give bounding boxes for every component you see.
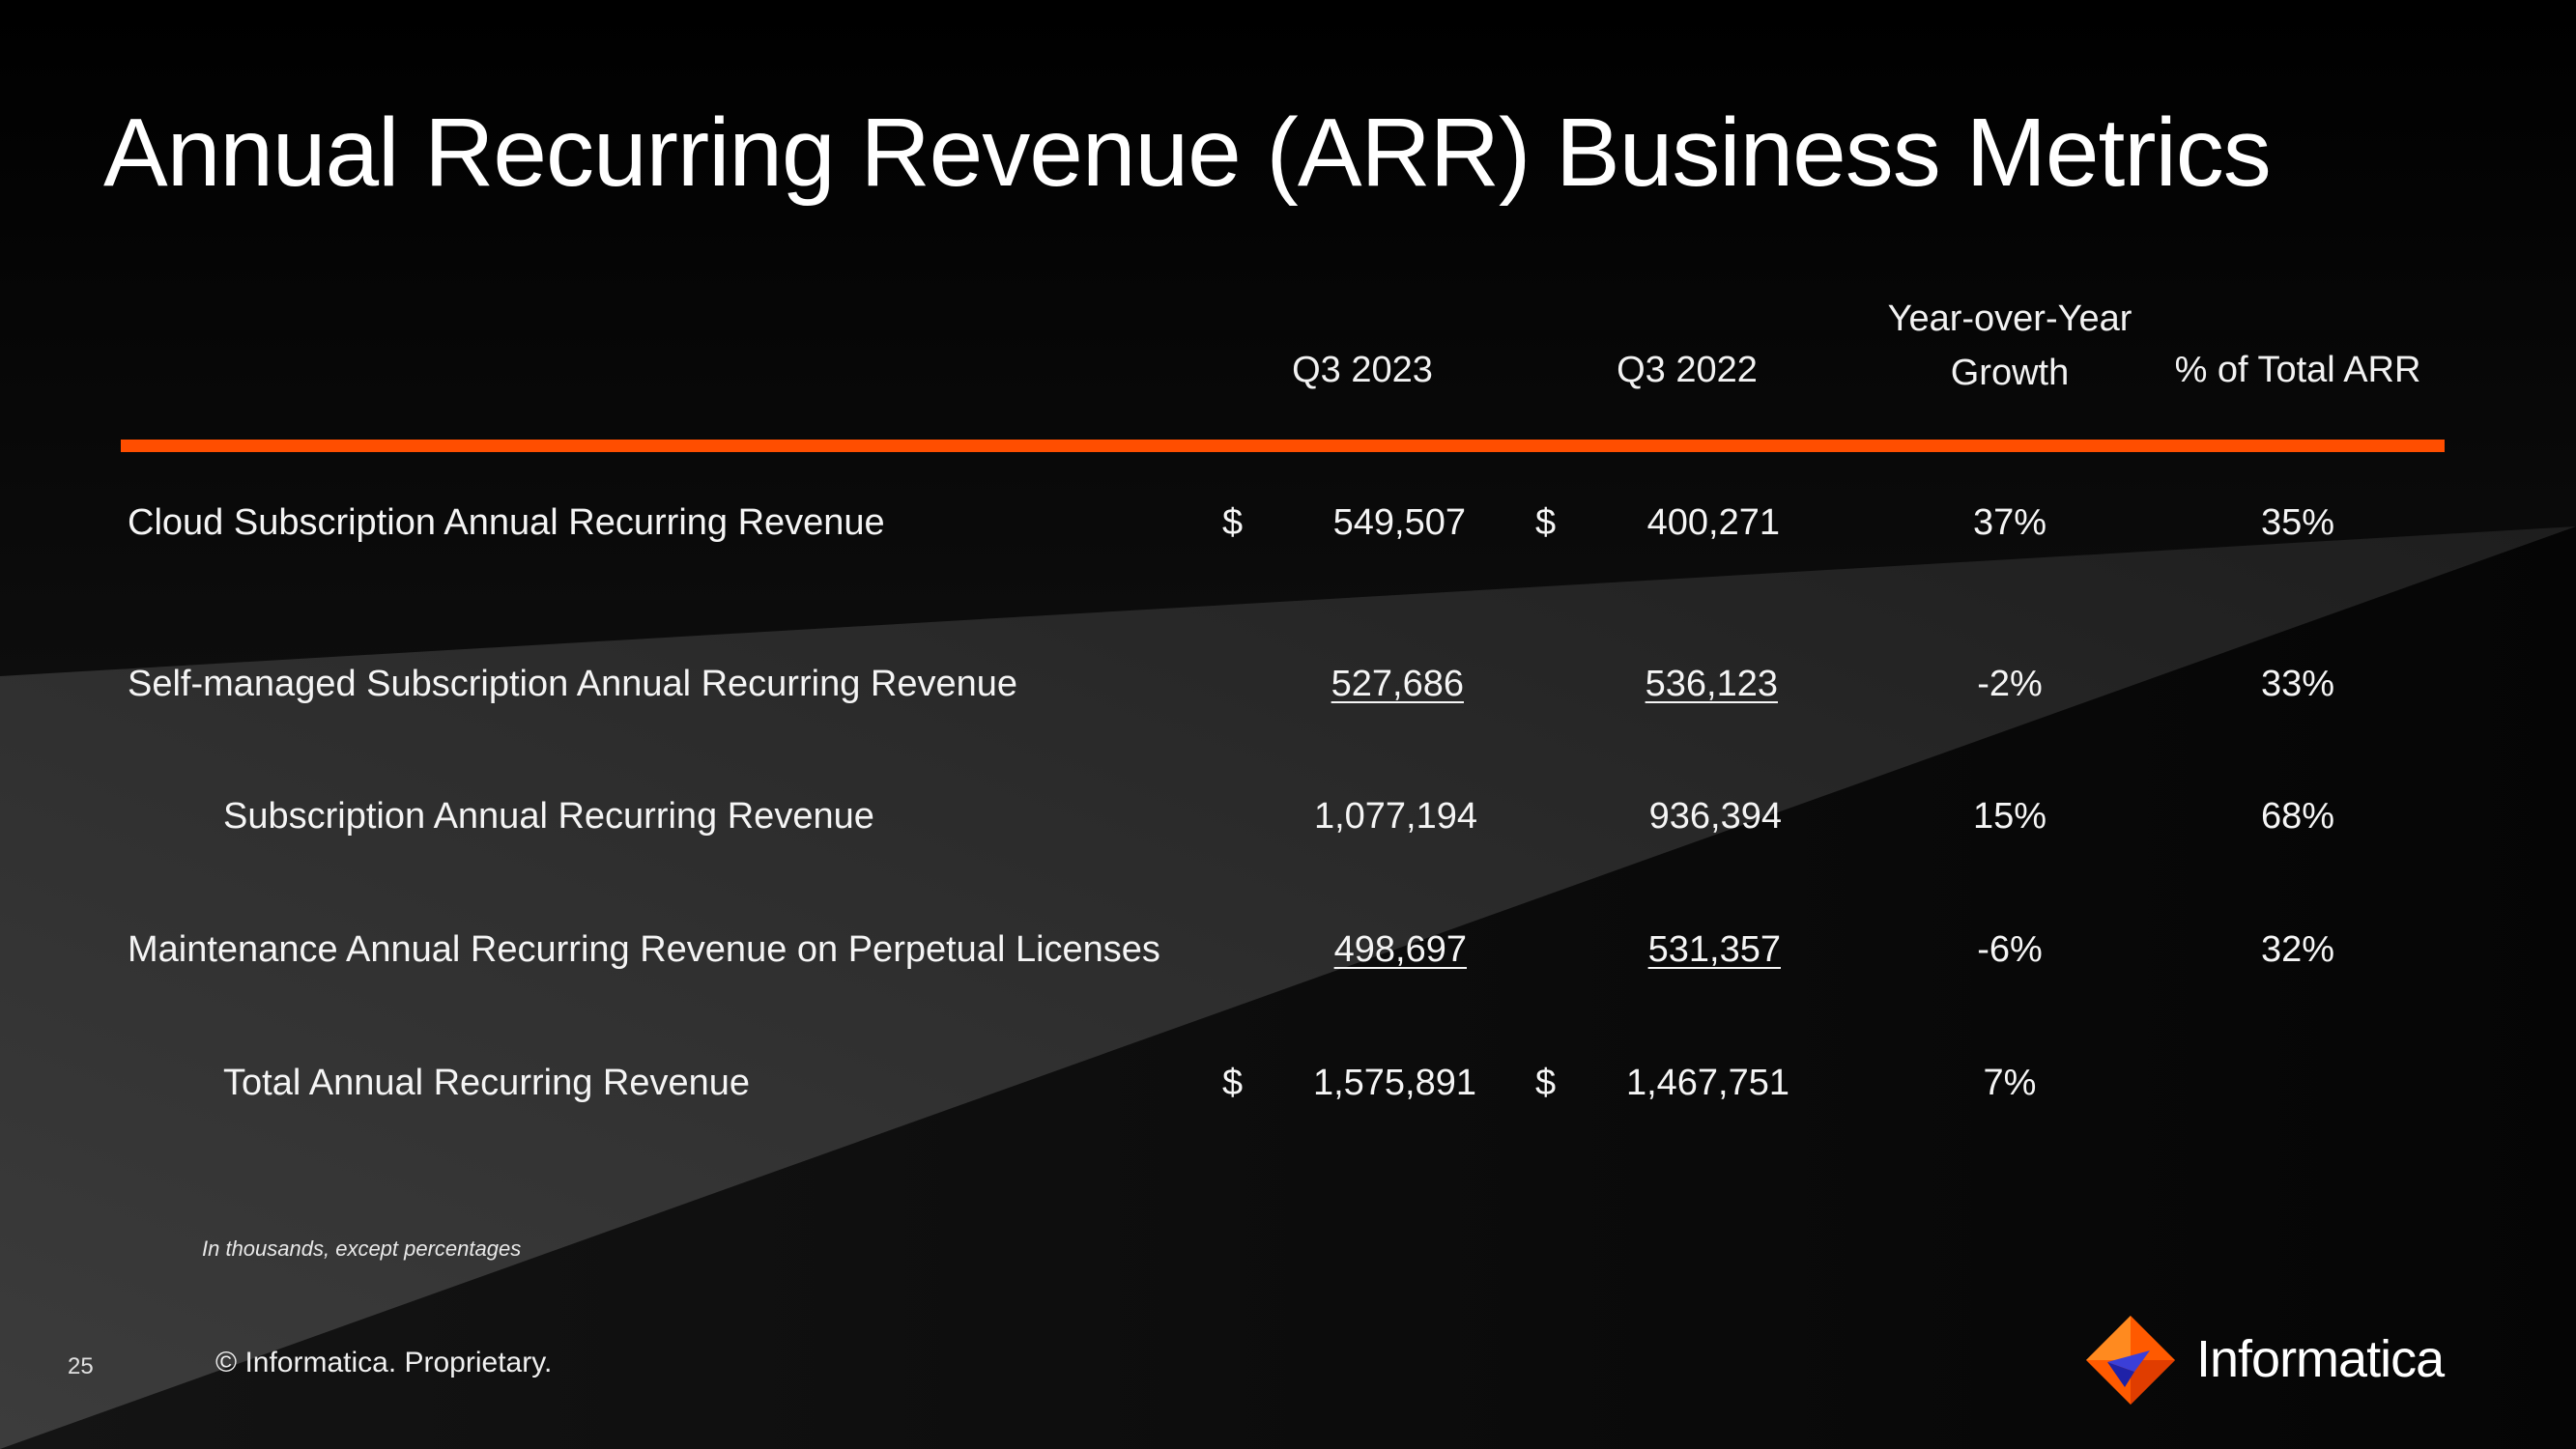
value-q3-2023: 527,686 bbox=[1275, 662, 1464, 706]
value-yoy-growth: -2% bbox=[1977, 664, 2043, 704]
currency-symbol: $ bbox=[1222, 1063, 1244, 1103]
value-q3-2023: 1,575,891 bbox=[1312, 1063, 1476, 1103]
value-yoy-growth: -6% bbox=[1977, 929, 2043, 970]
value-q3-2023: 1,077,194 bbox=[1313, 796, 1477, 837]
value-pct-total: 32% bbox=[2260, 929, 2335, 970]
page-number: 25 bbox=[68, 1353, 94, 1379]
row-label: Total Annual Recurring Revenue bbox=[223, 1063, 751, 1103]
informatica-logo: Informatica bbox=[2082, 1312, 2469, 1418]
logo-wordmark: Informatica bbox=[2196, 1330, 2445, 1388]
value-q3-2023-text: 498,697 bbox=[1333, 929, 1467, 970]
currency-symbol: $ bbox=[1222, 502, 1244, 543]
value-q3-2023: 498,697 bbox=[1275, 927, 1467, 972]
currency-symbol: $ bbox=[1535, 1063, 1557, 1103]
slide-title: Annual Recurring Revenue (ARR) Business … bbox=[103, 99, 2272, 207]
value-q3-2022: 400,271 bbox=[1646, 502, 1780, 543]
value-q3-2023-text: 527,686 bbox=[1331, 664, 1464, 704]
value-q3-2022: 1,467,751 bbox=[1625, 1063, 1789, 1103]
value-yoy-growth: 7% bbox=[1983, 1063, 2037, 1103]
row-label: Cloud Subscription Annual Recurring Reve… bbox=[128, 502, 885, 543]
value-pct-total: 33% bbox=[2260, 664, 2335, 704]
value-q3-2022-text: 536,123 bbox=[1645, 664, 1778, 704]
row-label: Maintenance Annual Recurring Revenue on … bbox=[128, 929, 1160, 970]
informatica-logo-mark-icon bbox=[2086, 1316, 2175, 1405]
header-yoy-line1: Year-over-Year bbox=[1887, 298, 2132, 339]
row-label: Self-managed Subscription Annual Recurri… bbox=[128, 664, 1017, 704]
header-divider bbox=[121, 440, 2445, 452]
value-q3-2022: 531,357 bbox=[1585, 927, 1781, 972]
value-q3-2023: 549,507 bbox=[1332, 502, 1466, 543]
row-label: Subscription Annual Recurring Revenue bbox=[223, 796, 874, 837]
header-yoy-line2: Growth bbox=[1950, 353, 2070, 393]
value-yoy-growth: 37% bbox=[1972, 502, 2047, 543]
value-q3-2022-text: 531,357 bbox=[1647, 929, 1781, 970]
header-q3-2023: Q3 2023 bbox=[1292, 350, 1433, 390]
header-pct-total: % of Total ARR bbox=[2174, 350, 2421, 390]
value-q3-2022: 936,394 bbox=[1648, 796, 1782, 837]
currency-symbol: $ bbox=[1535, 502, 1557, 543]
value-q3-2022: 536,123 bbox=[1585, 662, 1778, 706]
header-q3-2022: Q3 2022 bbox=[1617, 350, 1758, 390]
value-yoy-growth: 15% bbox=[1972, 796, 2047, 837]
value-pct-total: 35% bbox=[2260, 502, 2335, 543]
footnote: In thousands, except percentages bbox=[202, 1236, 522, 1261]
value-pct-total: 68% bbox=[2260, 796, 2335, 837]
copyright-notice: © Informatica. Proprietary. bbox=[215, 1347, 553, 1378]
